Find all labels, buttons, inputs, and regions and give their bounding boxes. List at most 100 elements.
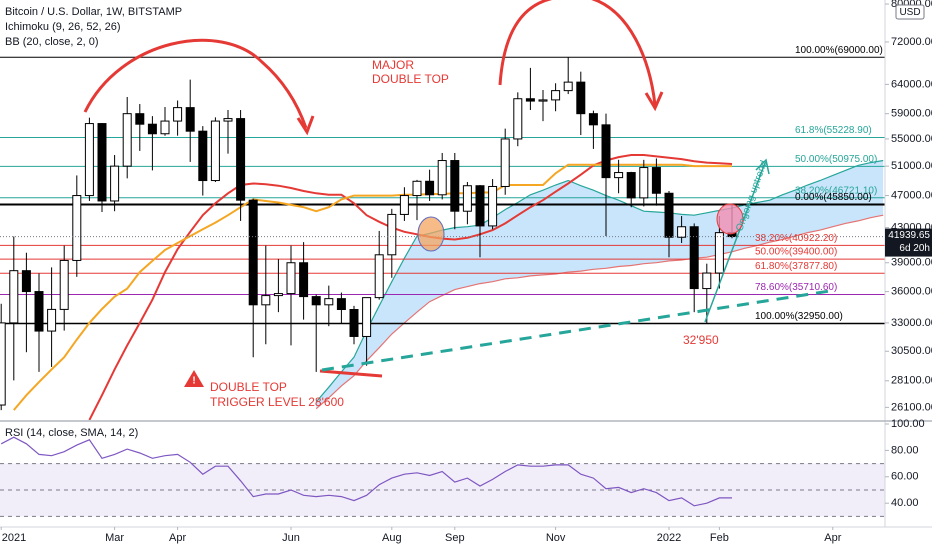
y-tick-label: 60.00 — [891, 471, 919, 483]
candle-body — [588, 113, 598, 126]
candle-body — [84, 123, 94, 197]
candle-body — [374, 254, 384, 299]
trend-line — [321, 289, 831, 372]
currency-label: USD — [899, 7, 920, 18]
candle-body — [387, 213, 397, 256]
candle-body — [626, 172, 636, 199]
candle-body — [614, 172, 624, 179]
x-tick-label: Jun — [282, 532, 300, 544]
indicator-line — [13, 163, 732, 411]
y-tick-label: 26100.00 — [891, 401, 932, 413]
x-tick-label: 2022 — [657, 532, 681, 544]
indicator-line — [88, 154, 733, 420]
candle-body — [299, 262, 309, 298]
candle-body — [286, 262, 296, 295]
candle-body — [97, 123, 107, 202]
candle-body — [173, 107, 183, 122]
currency-badge — [895, 4, 925, 20]
candle-body — [601, 124, 611, 179]
candle-body — [273, 293, 283, 297]
candle-body — [412, 180, 422, 197]
y-tick-label: 72000.00 — [891, 36, 932, 48]
candle-body — [689, 226, 699, 290]
warning-mark: ! — [192, 376, 195, 387]
candle-body — [462, 185, 472, 212]
annotation: TRIGGER LEVEL 28'600 — [210, 395, 344, 409]
candle-body — [513, 98, 523, 140]
level-label: 100.00%(69000.00) — [795, 45, 883, 56]
arc-arrow — [498, 0, 657, 106]
candle-body — [437, 160, 447, 196]
candle-body — [261, 295, 271, 306]
candle-body — [651, 167, 661, 194]
y-tick-label: 51000.00 — [891, 160, 932, 172]
annotation: DOUBLE TOP — [210, 380, 287, 394]
candle-body — [59, 259, 69, 310]
x-tick-label: Aug — [382, 532, 402, 544]
level-label: 50.00%(50975.00) — [795, 154, 877, 165]
annotation: MAJOR — [372, 58, 414, 72]
drawings: ! — [83, 0, 831, 387]
x-tick-label: Mar — [105, 532, 124, 544]
candle-body — [349, 309, 359, 337]
x-tick-label: Apr — [824, 532, 841, 544]
candle-body — [72, 195, 82, 261]
candle-body — [702, 272, 712, 290]
y-tick-label: 47000.00 — [891, 189, 932, 201]
candle-body — [714, 232, 724, 274]
candle-body — [677, 226, 687, 238]
trend-arrow — [704, 162, 766, 323]
candle-body — [9, 270, 19, 324]
candle-body — [525, 98, 535, 102]
x-tick-label: Feb — [710, 532, 729, 544]
y-tick-label: 64000.00 — [891, 78, 932, 90]
y-tick-label: 30500.00 — [891, 345, 932, 357]
candle-body — [563, 81, 573, 92]
indicator-label: Ichimoku (9, 26, 52, 26) — [5, 21, 121, 33]
level-label: 38.20%(46721.10) — [795, 185, 877, 196]
y-tick-label: 36000.00 — [891, 285, 932, 297]
candle-body — [475, 185, 485, 227]
candle-body — [135, 113, 145, 125]
warning-icon — [184, 370, 204, 387]
candle-body — [311, 296, 321, 306]
candle-body — [450, 160, 460, 212]
arrow-head — [644, 91, 664, 112]
candle-body — [639, 167, 649, 199]
arrow-head — [296, 115, 315, 136]
level-label: 78.60%(35710.60) — [755, 282, 837, 293]
candle-body — [538, 99, 548, 102]
candle-body — [362, 297, 372, 337]
x-tick-label: 2021 — [2, 532, 26, 544]
level-label: 38.20%(40922.20) — [755, 233, 837, 244]
indicator-line — [315, 159, 884, 403]
y-tick-label: 59000.00 — [891, 108, 932, 120]
y-tick-label: 55000.00 — [891, 133, 932, 145]
highlight-circle — [417, 216, 445, 252]
candle-body — [236, 118, 246, 201]
candle-body — [185, 107, 195, 132]
candle-body — [122, 113, 132, 167]
rsi-title: RSI (14, close, SMA, 14, 2) — [5, 427, 138, 439]
countdown-label: 6d 20h — [899, 243, 930, 254]
y-tick-label: 40.00 — [891, 497, 919, 509]
y-tick-label: 28100.00 — [891, 375, 932, 387]
indicator-line — [315, 214, 884, 410]
candle-body — [160, 120, 170, 135]
arc-arrow — [83, 38, 308, 129]
trigger-line — [319, 369, 383, 378]
x-tick-label: Sep — [445, 532, 465, 544]
candle-body — [21, 270, 31, 293]
chart-title: Bitcoin / U.S. Dollar, 1W, BITSTAMP — [5, 6, 182, 18]
y-tick-label: 80.00 — [891, 444, 919, 456]
y-tick-label: 100.00 — [891, 418, 925, 430]
candle-body — [198, 130, 208, 182]
candle-body — [223, 118, 233, 122]
level-label: 0.00%(45850.00) — [795, 192, 872, 203]
candle-body — [664, 192, 674, 238]
candle-body — [399, 195, 409, 215]
level-label: 50.00%(39400.00) — [755, 247, 837, 258]
candle-body — [47, 308, 57, 332]
candle-body — [210, 120, 220, 182]
